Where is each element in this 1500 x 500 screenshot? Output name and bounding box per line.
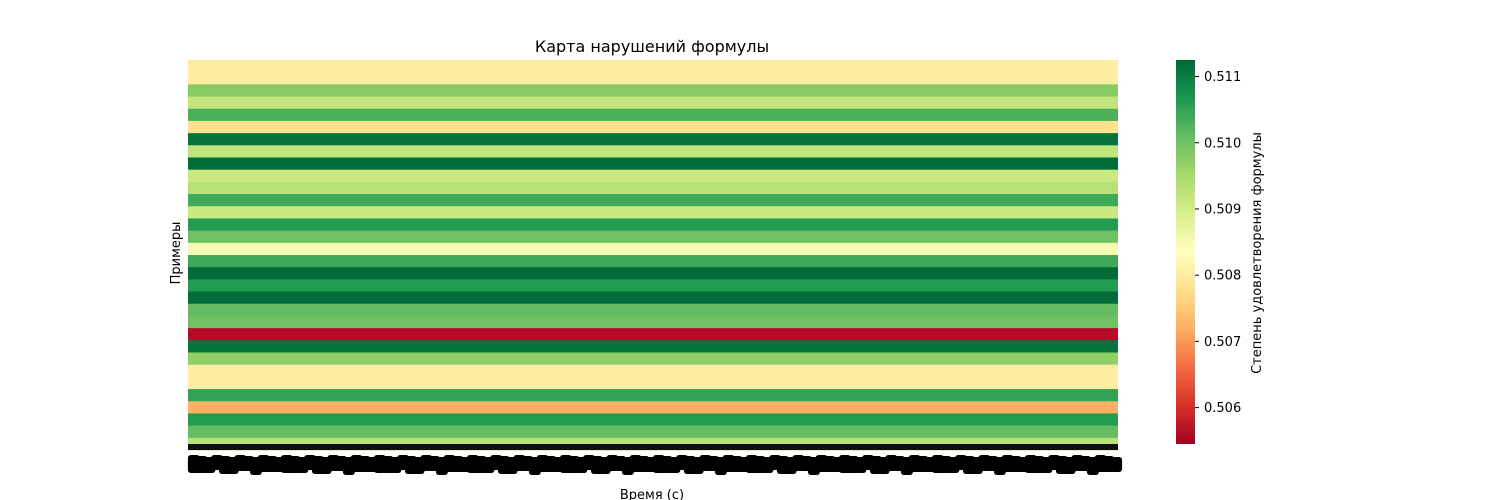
colorbar: [1176, 60, 1195, 444]
heatmap-row: [188, 230, 1118, 244]
heatmap-row: [188, 169, 1118, 183]
heatmap-row: [188, 291, 1118, 305]
heatmap-row: [188, 267, 1118, 280]
heatmap-row: [188, 133, 1118, 146]
colorbar-tick-label: 0.511: [1204, 70, 1241, 85]
heatmap-row: [188, 255, 1118, 268]
heatmap-row: [188, 206, 1118, 219]
heatmap-row: [188, 401, 1118, 414]
heatmap-cells: [188, 60, 1118, 451]
heatmap-row: [188, 96, 1118, 110]
colorbar-tick-label: 0.510: [1204, 136, 1241, 151]
heatmap-row: [188, 413, 1118, 427]
heatmap-row: [188, 72, 1118, 85]
heatmap-row: [188, 425, 1118, 439]
heatmap-row: [188, 60, 1118, 73]
heatmap-row: [188, 328, 1118, 341]
heatmap-row: [188, 120, 1118, 134]
colorbar-tick-label: 0.506: [1204, 401, 1241, 416]
heatmap-row: [188, 352, 1118, 366]
x-tick-label-mark: [1110, 457, 1123, 472]
colorbar-tick-label: 0.509: [1204, 202, 1241, 217]
heatmap-row: [188, 242, 1118, 256]
heatmap-row: [188, 279, 1118, 293]
y-axis-label: Примеры: [169, 222, 184, 285]
colorbar-ticks: 0.506 0.507 0.508 0.509 0.510 0.511: [1195, 70, 1241, 416]
heatmap-row: [188, 340, 1118, 353]
heatmap-row: [188, 303, 1118, 317]
heatmap-row: [188, 364, 1118, 378]
heatmap-row: [188, 218, 1118, 232]
heatmap-row: [188, 389, 1118, 402]
heatmap-row: [188, 376, 1118, 390]
chart-title: Карта нарушений формулы: [535, 37, 769, 56]
x-tick-marks: [187, 455, 1123, 475]
heatmap-row: [188, 145, 1118, 158]
heatmap-row: [188, 194, 1118, 207]
colorbar-label: Степень удовлетворения формулы: [1250, 132, 1265, 374]
x-axis-label: Время (с): [620, 488, 684, 500]
heatmap-row: [188, 108, 1118, 122]
colorbar-tick-label: 0.507: [1204, 335, 1241, 350]
colorbar-tick-label: 0.508: [1204, 269, 1241, 284]
heatmap-row: [188, 84, 1118, 98]
heatmap-row: [188, 157, 1118, 171]
heatmap-row: [188, 315, 1118, 329]
heatmap-row: [188, 181, 1118, 195]
x-tick-strip: [188, 444, 1118, 450]
